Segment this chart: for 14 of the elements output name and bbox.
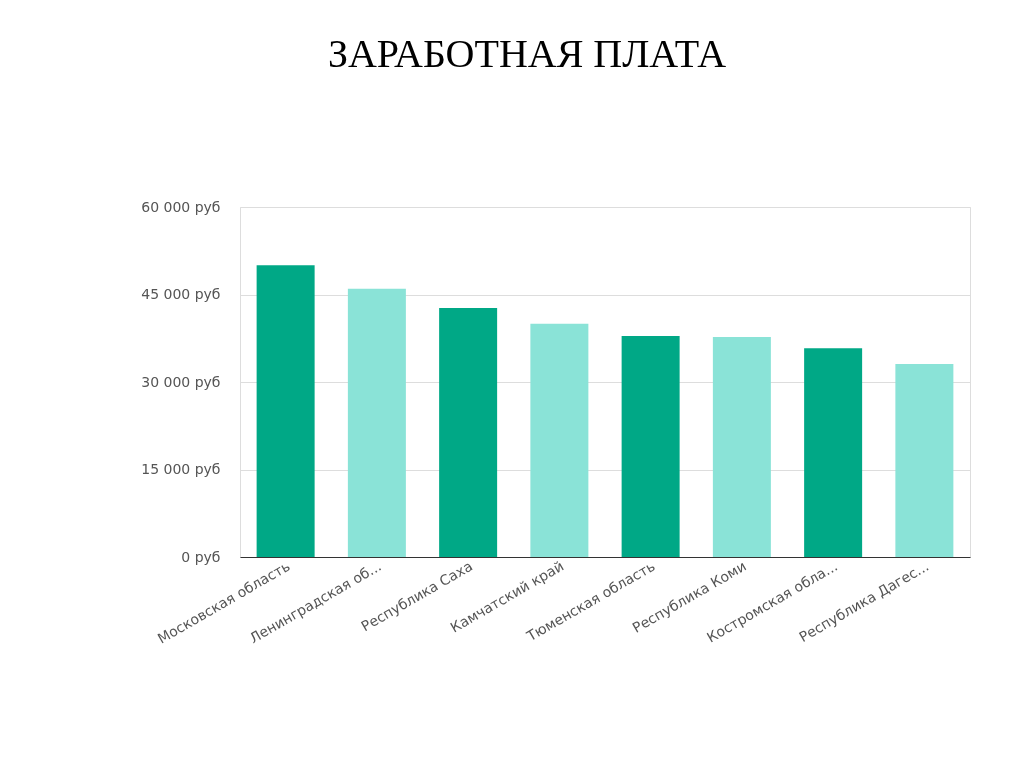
y-tick-label: 15 000 руб [141, 461, 221, 477]
chart-title: ЗАРАБОТНАЯ ПЛАТА [327, 31, 727, 76]
bar [621, 335, 680, 557]
y-tick-label: 60 000 руб [141, 198, 221, 215]
bar [347, 288, 406, 557]
y-tick-label: 30 000 руб [141, 373, 221, 390]
bar [256, 265, 315, 557]
bar [804, 348, 863, 557]
bar [530, 323, 589, 557]
y-tick-label: 0 руб [181, 548, 221, 565]
bar [439, 307, 498, 557]
bar [712, 337, 771, 557]
bar [895, 363, 954, 557]
y-tick-label: 45 000 руб [141, 286, 221, 302]
